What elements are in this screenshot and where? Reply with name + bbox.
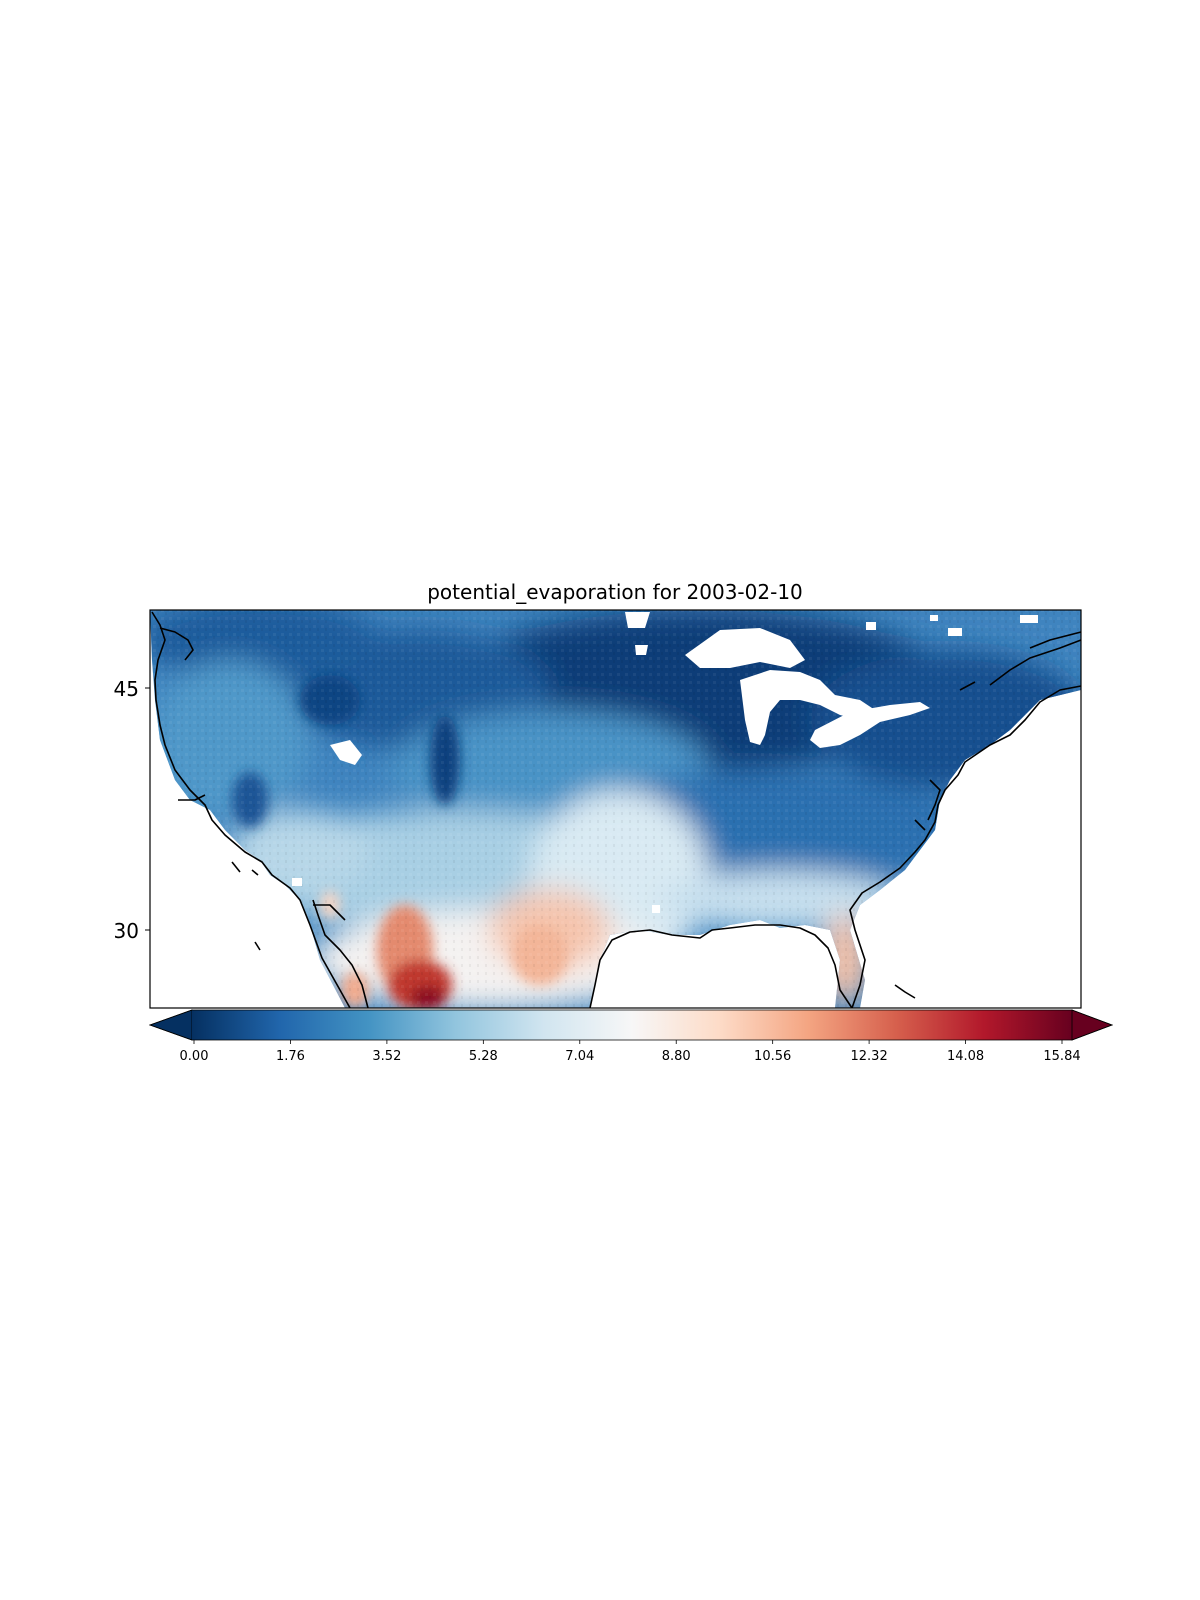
coastlines: [151, 611, 1082, 1009]
colorbar-tick-label: 1.76: [276, 1049, 305, 1064]
y-tick-label: 30: [114, 919, 139, 943]
heatmap-field: [150, 610, 1081, 1008]
colorbar-tick-label: 3.52: [372, 1049, 401, 1064]
colorbar-tick-label: 10.56: [754, 1049, 791, 1064]
masked-lakes: [292, 612, 1038, 913]
colorbar-body: [192, 1010, 1072, 1040]
colorbar-outline: [148, 1009, 1114, 1041]
colorbar-tick-label: 7.04: [565, 1049, 594, 1064]
colorbar-ticks: 0.00 1.76 3.52 5.28 7.04 8.80 10.56 12.32 14.08 1…: [180, 1040, 1081, 1064]
colorbar-tick-label: 15.84: [1043, 1049, 1080, 1064]
colorbar-tick-label: 8.80: [662, 1049, 691, 1064]
colorbar-tick-label: 0.00: [180, 1049, 209, 1064]
colorbar: 0.00 1.76 3.52 5.28 7.04 8.80 10.56 12.32 14.08 1…: [148, 1009, 1114, 1064]
colorbar-tick-label: 14.08: [947, 1049, 984, 1064]
colorbar-extend-min: [148, 1009, 193, 1041]
y-axis: 45 30: [114, 677, 150, 943]
colorbar-tick-label: 5.28: [469, 1049, 498, 1064]
map-title: potential_evaporation for 2003-02-10: [427, 580, 803, 604]
colorbar-tick-label: 12.32: [851, 1049, 888, 1064]
y-tick-label: 45: [114, 677, 139, 701]
map-panel: 45 30: [114, 609, 1082, 1009]
map-frame: [149, 609, 1082, 1009]
colorbar-extend-max: [1071, 1009, 1114, 1041]
